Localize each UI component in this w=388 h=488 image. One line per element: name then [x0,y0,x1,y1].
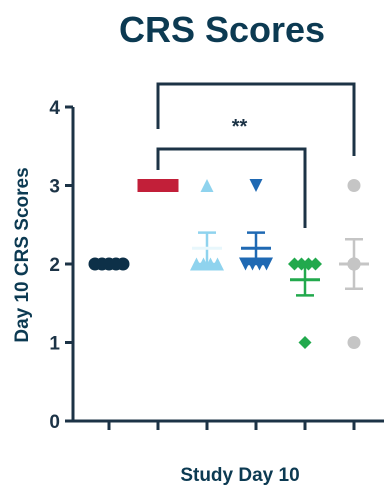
y-tick-label: 4 [49,98,60,119]
significance-bracket [156,147,307,228]
plot-area: 0 1 2 3 4 ** [49,82,384,433]
data-point [288,257,301,271]
data-point [260,257,273,271]
y-tick-label: 1 [49,334,60,355]
data-point [249,179,263,192]
y-tick-label: 3 [49,177,60,198]
significance-bracket [156,82,356,156]
significance-label: ** [232,116,248,138]
y-axis-label: Day 10 CRS Scores [12,167,33,342]
data-point [302,257,315,271]
data-point [295,257,308,271]
y-tick-label: 0 [49,412,60,433]
data-point [298,336,312,349]
data-point [211,257,224,271]
data-point [347,179,361,192]
y-tick-label: 2 [49,255,60,276]
data-point [309,257,322,271]
chart-title: CRS Scores [119,9,325,50]
data-point [347,336,361,349]
data-point [200,179,214,192]
x-axis-label: Study Day 10 [180,465,299,486]
